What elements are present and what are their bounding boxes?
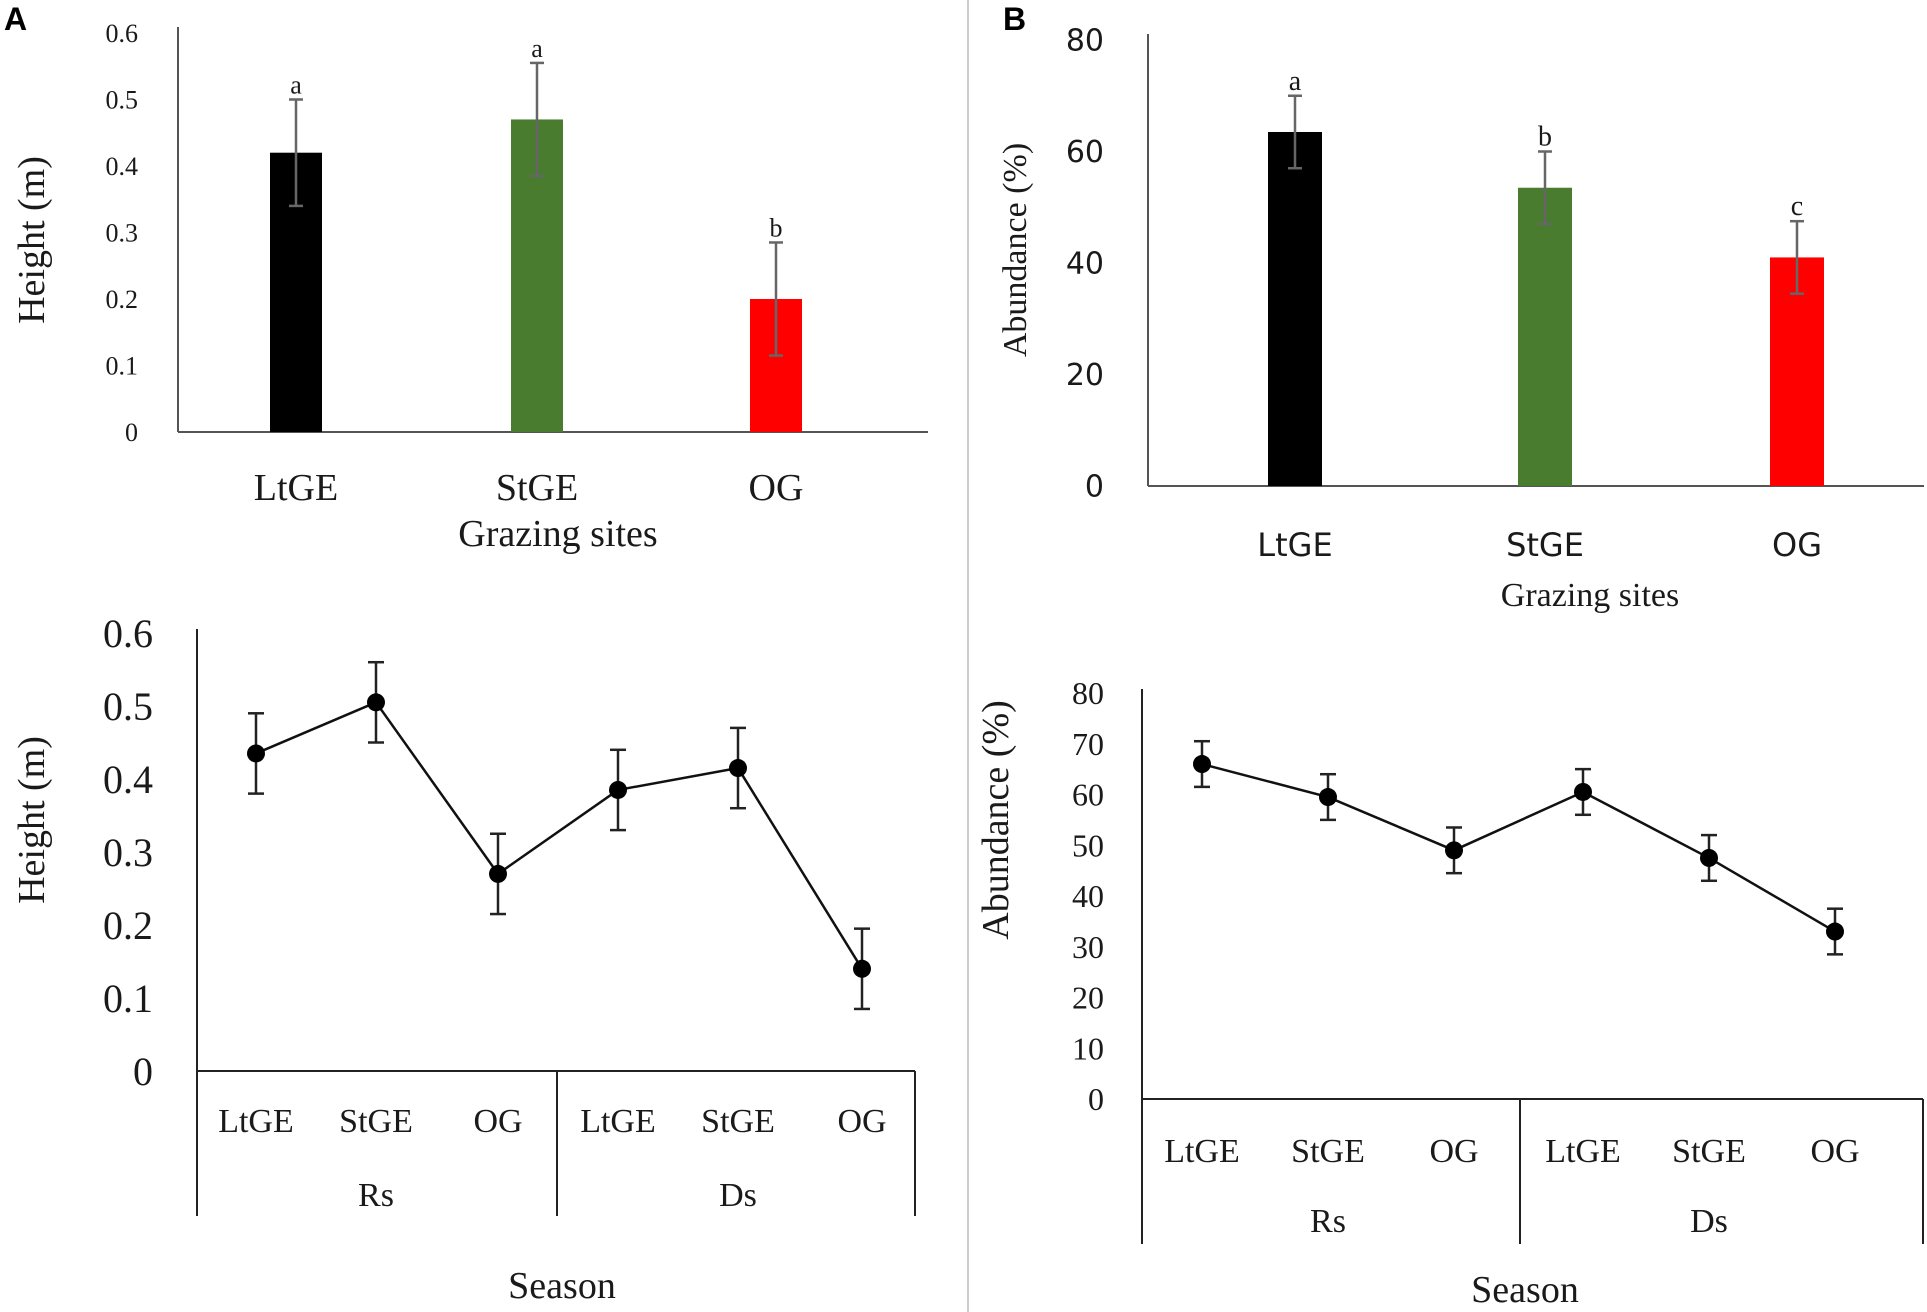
x-tick-label: OG (473, 1103, 522, 1140)
y-tick-label: 20 (1072, 980, 1104, 1016)
y-tick-label: 0 (1085, 470, 1104, 505)
group-label-rs: Rs (1310, 1203, 1346, 1240)
y-tick-label: 0.6 (106, 19, 139, 48)
bar-og (1770, 257, 1824, 486)
y-tick-label: 30 (1072, 929, 1104, 965)
x-tick-label: StGE (339, 1103, 413, 1140)
x-tick-label: StGE (1291, 1133, 1365, 1170)
x-tick-label: LtGE (580, 1103, 656, 1140)
x-tick-label: LtGE (1257, 526, 1332, 564)
x-tick-label: LtGE (254, 467, 338, 509)
x-axis-title: Grazing sites (1501, 577, 1679, 614)
significance-letter: a (531, 34, 543, 63)
x-tick-label: StGE (1506, 526, 1584, 564)
data-point (1319, 788, 1337, 807)
y-tick-label: 0 (125, 418, 138, 447)
panel-label-b: B (1003, 1, 1026, 37)
y-tick-label: 0.5 (103, 684, 153, 729)
chart-abundance-by-site: 0 20 40 60 80 a LtGE b StGE c OG Grazing sites Abund… (997, 24, 1924, 614)
x-tick-label: StGE (1672, 1133, 1746, 1170)
chart-height-by-site: 0 0.1 0.2 0.3 0.4 0.5 0.6 a LtGE a StGE b OG Grazing … (11, 19, 928, 555)
y-tick-label: 0.3 (103, 830, 153, 875)
y-tick-label: 70 (1072, 726, 1104, 762)
y-tick-label: 40 (1072, 878, 1104, 914)
data-point (1574, 782, 1592, 801)
x-axis-title: Grazing sites (458, 513, 657, 555)
chart-height-by-season: 0 0.1 0.2 0.3 0.4 0.5 0.6 LtGE StGE OG LtGE StGE OG R… (11, 611, 916, 1307)
y-tick-label: 50 (1072, 827, 1104, 863)
group-label-ds: Ds (1690, 1203, 1728, 1240)
panel-label-a: A (4, 1, 27, 37)
x-tick-label: StGE (701, 1103, 775, 1140)
y-tick-label: 0.2 (103, 903, 153, 948)
significance-letter: a (1289, 66, 1302, 97)
x-tick-label: LtGE (218, 1103, 294, 1140)
y-axis-title: Height (m) (11, 156, 53, 324)
x-tick-label: OG (1429, 1133, 1478, 1170)
data-point (489, 864, 507, 883)
series-line (1201, 762, 1836, 933)
y-tick-label: 0.1 (103, 976, 153, 1021)
x-tick-label: OG (837, 1103, 886, 1140)
x-axis-title: Season (508, 1265, 616, 1307)
significance-letter: a (290, 71, 302, 100)
significance-letter: b (1538, 122, 1552, 153)
y-tick-label: 40 (1066, 247, 1104, 282)
data-point (247, 744, 265, 763)
y-tick-label: 0.6 (103, 611, 153, 656)
y-tick-label: 60 (1072, 777, 1104, 813)
x-tick-label: OG (1810, 1133, 1859, 1170)
chart-abundance-by-season: 0 10 20 30 40 50 60 70 80 LtGE StGE OG LtGE StGE OG Rs D… (975, 675, 1924, 1311)
data-point (1193, 755, 1211, 774)
y-axis-title: Abundance (%) (975, 700, 1017, 940)
bar-stge (1518, 187, 1572, 487)
data-point (1445, 841, 1463, 860)
group-label-ds: Ds (719, 1177, 757, 1214)
y-tick-label: 80 (1072, 675, 1104, 711)
y-tick-label: 0.4 (106, 152, 139, 181)
y-axis-title: Height (m) (11, 736, 53, 904)
significance-letter: b (770, 213, 783, 242)
y-tick-label: 0 (1088, 1081, 1104, 1117)
data-point (609, 780, 627, 799)
data-point (853, 959, 871, 978)
y-tick-label: 10 (1072, 1030, 1104, 1066)
y-tick-label: 0 (133, 1049, 153, 1094)
y-tick-label: 0.1 (106, 352, 139, 381)
y-tick-label: 0.2 (106, 285, 139, 314)
y-tick-label: 20 (1066, 358, 1104, 393)
significance-letter: c (1791, 191, 1803, 222)
data-point (367, 693, 385, 712)
y-tick-label: 0.5 (106, 86, 139, 115)
data-point (729, 759, 747, 778)
y-tick-label: 0.3 (106, 219, 139, 248)
bar-ltge (1268, 131, 1322, 487)
x-tick-label: LtGE (1164, 1133, 1240, 1170)
x-axis-title: Season (1471, 1269, 1579, 1311)
data-point (1826, 922, 1844, 941)
series-line (255, 700, 864, 970)
y-axis-title: Abundance (%) (997, 143, 1034, 357)
x-tick-label: LtGE (1545, 1133, 1621, 1170)
group-label-rs: Rs (358, 1177, 394, 1214)
x-tick-label: OG (1772, 526, 1822, 564)
y-tick-label: 60 (1066, 135, 1104, 170)
data-point (1700, 848, 1718, 867)
y-tick-label: 0.4 (103, 757, 153, 802)
x-tick-label: StGE (496, 467, 578, 509)
x-tick-label: OG (749, 467, 804, 509)
y-tick-label: 80 (1066, 24, 1104, 59)
